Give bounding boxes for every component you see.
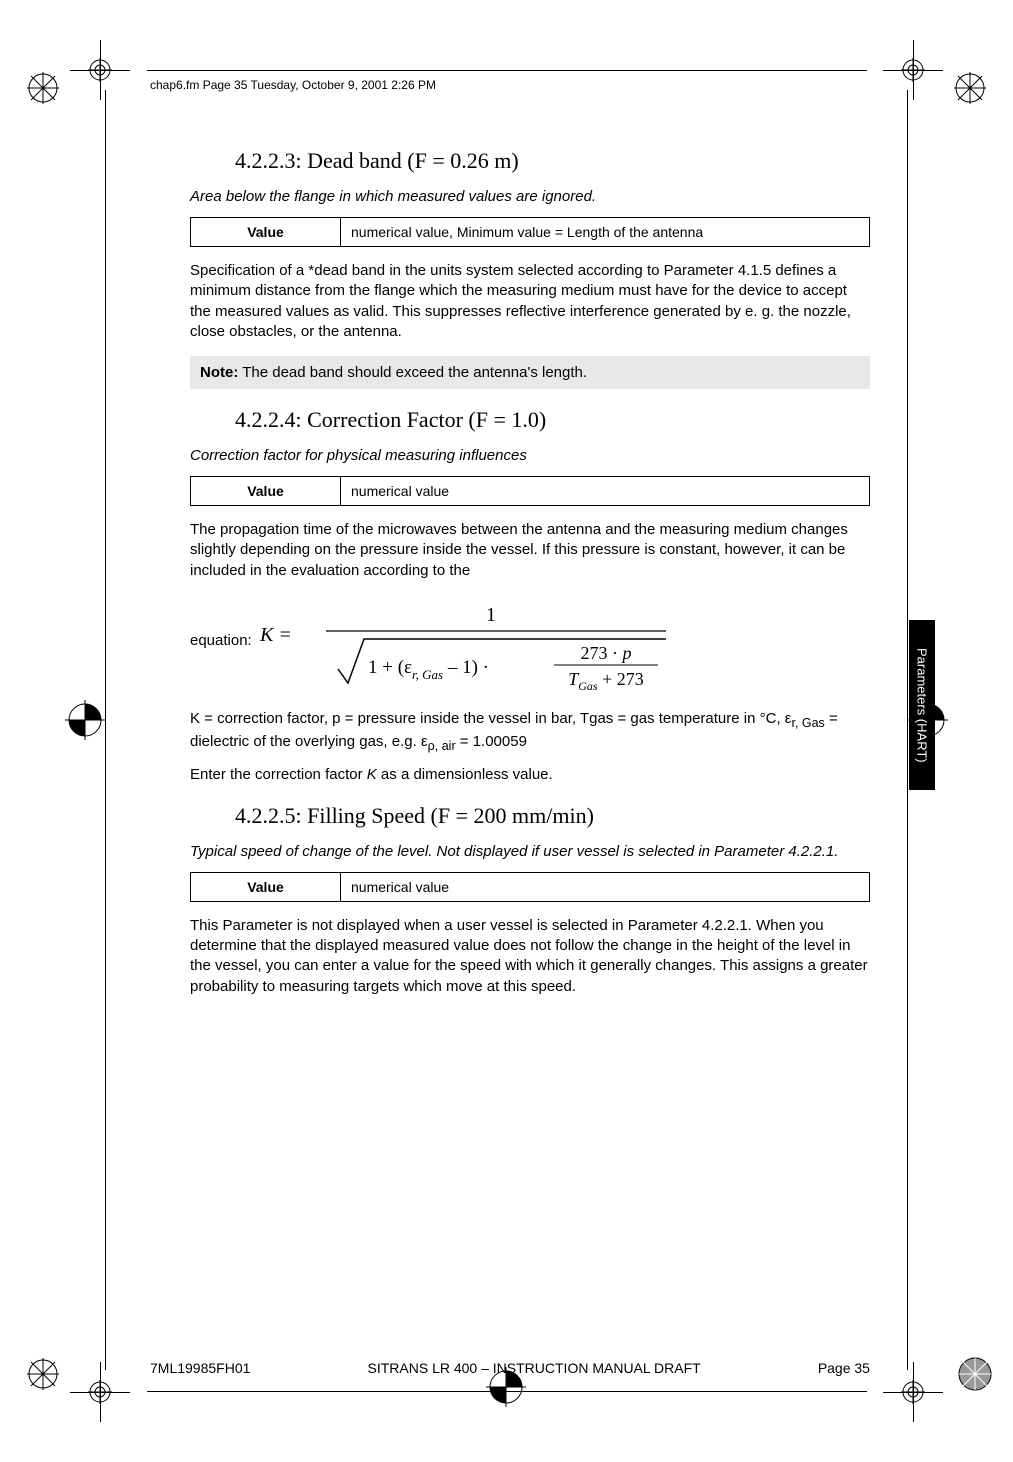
eq-rad-mid: – 1) ·	[443, 657, 489, 678]
framemaker-tag: chap6.fm Page 35 Tuesday, October 9, 200…	[150, 78, 436, 92]
star-mark-tl	[25, 70, 61, 106]
crop-line-top	[147, 70, 867, 71]
equation-svg: K = 1 1 + (εr, Gas – 1) · 273 · p TGas +…	[256, 591, 676, 691]
equation-lead: equation:	[190, 632, 252, 649]
eq-lhs: K =	[259, 624, 292, 646]
body2-sub1: r, Gas	[791, 716, 824, 730]
eq-frac-bot-sub: Gas	[578, 679, 598, 691]
body3a: Enter the correction factor	[190, 766, 367, 783]
crop-mark-bl	[70, 1362, 130, 1422]
equation: equation: K = 1 1 + (εr, Gas – 1) · 273 …	[190, 591, 870, 691]
body3k: K	[367, 766, 377, 783]
section-title-filling: 4.2.2.5: Filling Speed (F = 200 mm/min)	[235, 803, 870, 829]
eq-frac-top-a: 273 ·	[580, 643, 622, 663]
note-bar: Note: The dead band should exceed the an…	[190, 356, 870, 389]
note-text: The dead band should exceed the antenna'…	[238, 364, 587, 381]
value-table-filling: Value numerical value	[190, 872, 870, 902]
crop-line-left	[105, 90, 106, 1370]
table-label: Value	[191, 872, 341, 901]
body-correction-3: Enter the correction factor K as a dimen…	[190, 765, 870, 785]
page: chap6.fm Page 35 Tuesday, October 9, 200…	[0, 0, 1013, 1462]
crop-line-bottom	[147, 1391, 867, 1392]
crop-line-right	[907, 90, 908, 1370]
crop-mark-br	[883, 1362, 943, 1422]
star-mark-tr	[952, 70, 988, 106]
section-desc-dead-band: Area below the flange in which measured …	[190, 188, 870, 205]
footer-left: 7ML19985FH01	[150, 1360, 250, 1376]
content-area: 4.2.2.3: Dead band (F = 0.26 m) Area bel…	[190, 130, 870, 1007]
body-filling: This Parameter is not displayed when a u…	[190, 916, 870, 997]
body-dead-band: Specification of a *dead band in the uni…	[190, 261, 870, 342]
section-desc-correction: Correction factor for physical measuring…	[190, 447, 870, 464]
star-mark-bl	[25, 1356, 61, 1392]
section-desc-filling: Typical speed of change of the level. No…	[190, 843, 870, 860]
table-value: numerical value, Minimum value = Length …	[341, 218, 870, 247]
crop-mark-tr	[883, 40, 943, 100]
eq-rad-sub1: r, Gas	[412, 667, 443, 682]
table-label: Value	[191, 477, 341, 506]
note-label: Note:	[200, 364, 238, 381]
table-value: numerical value	[341, 872, 870, 901]
section-title-dead-band: 4.2.2.3: Dead band (F = 0.26 m)	[235, 148, 870, 174]
body-correction-2: K = correction factor, p = pressure insi…	[190, 709, 870, 755]
footer-center: SITRANS LR 400 – INSTRUCTION MANUAL DRAF…	[368, 1360, 701, 1376]
svg-text:1 + (εr, Gas – 1) ·: 1 + (εr, Gas – 1) ·	[368, 657, 489, 682]
crop-mark-tl	[70, 40, 130, 100]
body2-sub2: ρ, air	[428, 739, 456, 753]
value-table-dead-band: Value numerical value, Minimum value = L…	[190, 217, 870, 247]
footer: 7ML19985FH01 SITRANS LR 400 – INSTRUCTIO…	[150, 1360, 870, 1376]
body2a: K = correction factor, p = pressure insi…	[190, 710, 791, 727]
svg-text:TGas + 273: TGas + 273	[568, 669, 644, 691]
body2c: = 1.00059	[456, 733, 527, 750]
body3b: as a dimensionless value.	[377, 766, 553, 783]
table-value: numerical value	[341, 477, 870, 506]
side-tab: Parameters (HART)	[909, 620, 935, 790]
eq-frac-top-b: p	[620, 643, 631, 663]
value-table-correction: Value numerical value	[190, 476, 870, 506]
star-mark-br	[957, 1356, 993, 1392]
footer-right: Page 35	[818, 1360, 870, 1376]
eq-frac-bot-b: + 273	[597, 669, 643, 689]
table-label: Value	[191, 218, 341, 247]
svg-text:273 · p: 273 · p	[580, 643, 631, 663]
reg-mark-left	[65, 700, 105, 740]
section-title-correction: 4.2.2.4: Correction Factor (F = 1.0)	[235, 407, 870, 433]
eq-rad-lead: 1 + (ε	[368, 657, 412, 678]
body-correction-1: The propagation time of the microwaves b…	[190, 520, 870, 581]
eq-num: 1	[486, 604, 496, 626]
